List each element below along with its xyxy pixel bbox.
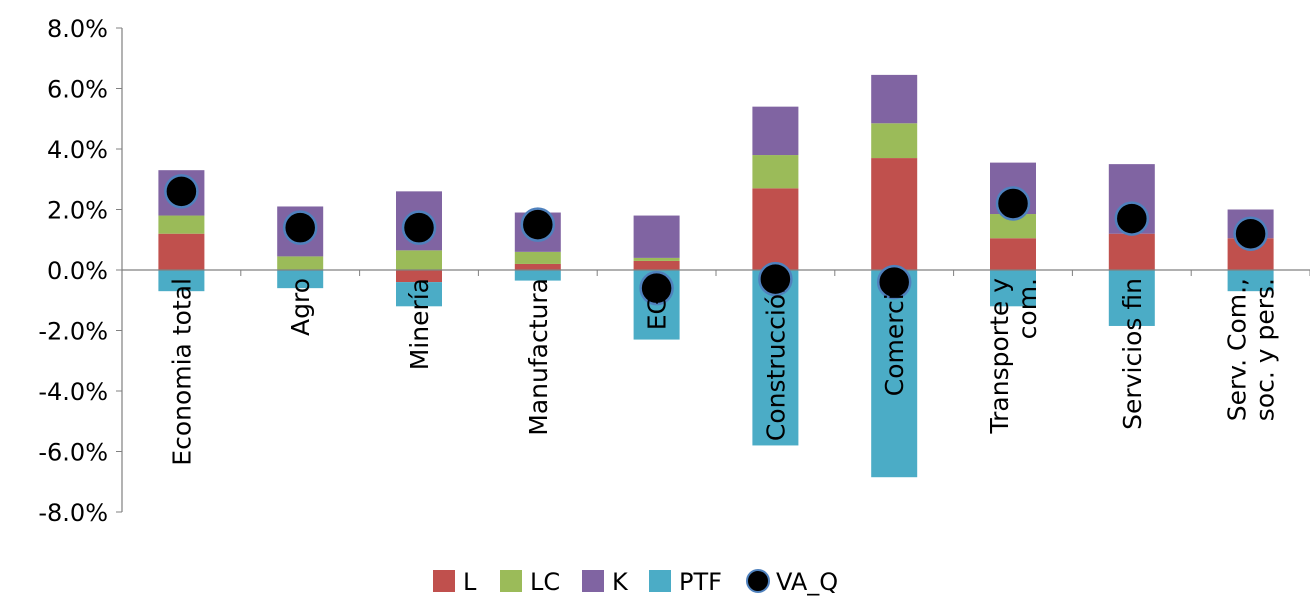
y-tick-label: 0.0%: [47, 257, 108, 285]
category-label: com.: [1013, 278, 1042, 339]
legend-swatch-l: [433, 570, 455, 592]
va-q-marker-6: [876, 264, 912, 300]
bar-ptf-9: [1227, 270, 1274, 292]
bar-lc-2: [396, 250, 442, 270]
bar-ptf-5: [752, 270, 799, 446]
category-label: Minería: [405, 278, 434, 370]
category-label: Serv. Com.,: [1223, 278, 1252, 421]
category-label: soc. y pers.: [1251, 278, 1280, 421]
bar-ptf-3: [514, 270, 561, 281]
bar-l-2: [396, 270, 442, 283]
bar-lc-4: [633, 257, 680, 261]
va-q-marker-2: [401, 210, 437, 245]
bar-k-4: [633, 215, 680, 258]
y-tick-label: -8.0%: [38, 499, 108, 527]
category-label: EGA: [643, 278, 672, 330]
bars: [158, 74, 1274, 478]
bar-ptf-6: [871, 270, 918, 478]
y-tick-label: 8.0%: [47, 15, 108, 43]
category-label: Servicios fin: [1118, 278, 1147, 430]
category-label: Manufactura: [524, 278, 553, 436]
bar-ptf-0: [158, 270, 205, 292]
bar-l-7: [990, 238, 1036, 270]
va-q-marker-7: [995, 186, 1031, 221]
bar-k-5: [752, 106, 799, 156]
legend-label: L: [463, 568, 477, 596]
va-q-marker-4: [639, 270, 674, 306]
bar-l-4: [633, 260, 680, 270]
bar-l-3: [514, 263, 561, 270]
legend-swatch-k: [582, 570, 604, 592]
bar-lc-0: [158, 215, 205, 234]
legend-label: VA_Q: [776, 568, 838, 596]
bar-k-6: [871, 74, 918, 124]
bar-lc-6: [871, 123, 918, 159]
va-q-marker-5: [758, 261, 793, 297]
category-label: Agro: [286, 278, 315, 336]
legend-label: K: [612, 568, 629, 596]
va-q-marker-1: [282, 210, 318, 245]
y-tick-label: -6.0%: [38, 439, 108, 467]
va-q-marker-3: [520, 207, 556, 242]
category-label: Comercio: [880, 278, 909, 396]
y-tick-label: -4.0%: [38, 378, 108, 406]
legend-swatch-ptf: [649, 570, 671, 592]
bar-ptf-2: [396, 282, 442, 307]
bar-l-6: [871, 158, 918, 270]
y-tick-label: 4.0%: [47, 136, 108, 164]
category-label: Construcción: [761, 278, 790, 441]
legend-swatch-va-q: [746, 569, 770, 593]
category-label: Economia total: [167, 278, 196, 466]
bar-l-0: [158, 233, 205, 270]
bar-ptf-8: [1108, 270, 1155, 326]
bar-lc-3: [514, 251, 561, 264]
bar-l-5: [752, 188, 799, 270]
va-q-marker-8: [1114, 201, 1150, 236]
y-tick-label: 6.0%: [47, 76, 108, 104]
legend: L LC K PTF VA_Q: [433, 568, 838, 596]
y-tick-label: 2.0%: [47, 197, 108, 225]
bar-lc-1: [277, 256, 324, 270]
legend-label: LC: [530, 568, 560, 596]
category-labels: Economia total Agro Minería Manufactura EGA C…: [167, 278, 1279, 466]
legend-swatch-lc: [500, 570, 522, 592]
axes: [121, 28, 1310, 512]
bar-ptf-7: [990, 270, 1036, 307]
va-q-markers: [164, 174, 1268, 306]
bar-lc-5: [752, 155, 799, 189]
va-q-marker-9: [1233, 216, 1268, 251]
category-label: Transporte y: [985, 278, 1014, 435]
bar-ptf-1: [277, 270, 324, 289]
va-q-marker-0: [164, 174, 199, 209]
bar-l-8: [1108, 233, 1155, 270]
y-tick-label: -2.0%: [38, 318, 108, 346]
y-axis: 8.0% 6.0% 4.0% 2.0% 0.0% -2.0% -4.0% -6.0% -8.0%: [38, 15, 122, 527]
legend-label: PTF: [679, 568, 722, 596]
